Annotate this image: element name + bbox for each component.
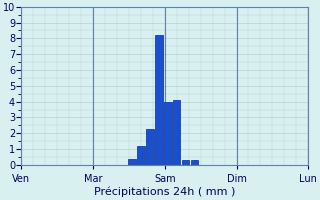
Bar (146, 129, 154, 165)
Bar (191, 160, 198, 165)
Bar (182, 160, 189, 165)
X-axis label: Précipitations 24h ( mm ): Précipitations 24h ( mm ) (94, 187, 236, 197)
Bar (164, 102, 172, 165)
Bar (173, 100, 180, 165)
Bar (128, 159, 136, 165)
Bar (155, 35, 163, 165)
Bar (137, 146, 145, 165)
